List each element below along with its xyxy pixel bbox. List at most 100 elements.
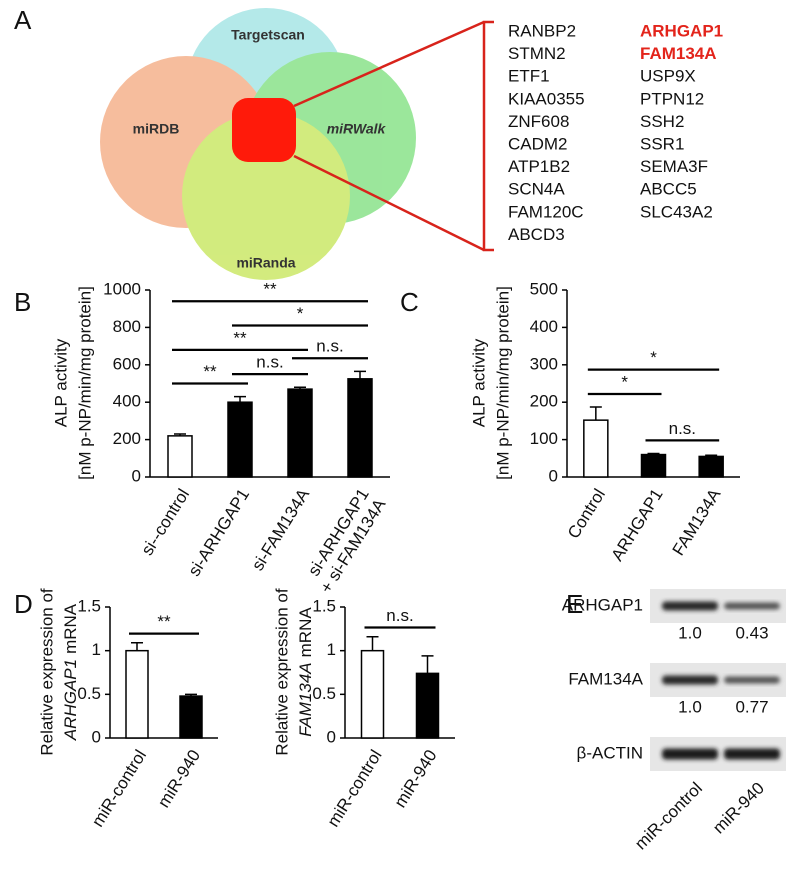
significance-label: ** — [263, 280, 277, 299]
blot-band — [662, 601, 718, 611]
y-tick-label: 600 — [113, 354, 141, 373]
y-axis-label: Relative expression of — [272, 588, 291, 756]
gene-name: FAM134A — [640, 44, 717, 63]
x-tick-label: ARHGAP1 — [608, 485, 667, 564]
bar — [583, 419, 609, 478]
bar — [347, 378, 373, 478]
bar — [640, 453, 667, 478]
blot-row-label: ARHGAP1 — [562, 595, 643, 614]
y-axis-label: ALP activity — [469, 338, 488, 427]
y-axis-label: [nM p-NP/min/mg protein] — [493, 286, 512, 480]
blot-row-label: β-ACTIN — [577, 743, 643, 762]
bar — [415, 672, 440, 739]
x-tick-label: miR-940 — [154, 746, 204, 811]
significance-label: ** — [157, 612, 171, 631]
blot-band — [662, 675, 718, 685]
x-tick-label: Control — [564, 485, 609, 542]
y-axis-label: [nM p-NP/min/mg protein] — [75, 286, 94, 480]
panel-label: E — [566, 589, 583, 619]
blot-band — [662, 748, 718, 760]
blot-row-label: FAM134A — [568, 669, 643, 688]
venn-label: Targetscan — [231, 27, 305, 43]
significance-label: * — [621, 372, 628, 391]
y-tick-label: 400 — [113, 392, 141, 411]
y-tick-label: 400 — [530, 317, 558, 336]
gene-name: FAM120C — [508, 202, 584, 221]
error-bar — [131, 642, 143, 651]
y-axis-label: ARHGAP1 mRNA — [61, 603, 80, 741]
bar — [167, 435, 193, 478]
gene-name: SCN4A — [508, 180, 565, 199]
panel-label: A — [14, 5, 32, 35]
gene-name: ARHGAP1 — [640, 21, 723, 40]
venn-diagram — [100, 8, 416, 280]
error-bar — [234, 395, 246, 403]
y-tick-label: 1.5 — [312, 596, 336, 615]
y-tick-label: 0 — [327, 727, 336, 746]
gene-name: ABCD3 — [508, 225, 565, 244]
error-bar — [294, 386, 306, 390]
significance-label: * — [650, 348, 657, 367]
y-tick-label: 1000 — [103, 279, 141, 298]
gene-name: SSR1 — [640, 134, 684, 153]
x-tick-label: miR-control — [324, 746, 386, 830]
blot-quantification: 1.0 — [678, 697, 702, 716]
venn-circle — [182, 112, 350, 280]
x-tick-label: si--control — [138, 485, 194, 558]
bar — [360, 649, 385, 739]
y-tick-label: 0 — [92, 727, 101, 746]
y-tick-label: 0 — [549, 466, 558, 485]
venn-label: miRanda — [236, 255, 295, 271]
error-bar — [174, 433, 186, 436]
y-axis-label-part: ARHGAP1 — [61, 659, 80, 741]
y-tick-label: 200 — [113, 429, 141, 448]
blot-lane-label: miR-940 — [709, 779, 768, 838]
gene-name: SSH2 — [640, 112, 684, 131]
gene-name: KIAA0355 — [508, 89, 585, 108]
gene-name: ETF1 — [508, 67, 550, 86]
gene-name: STMN2 — [508, 44, 566, 63]
blot-band — [724, 748, 780, 760]
y-axis-label-part: mRNA — [61, 603, 80, 654]
y-axis-label: ALP activity — [51, 338, 70, 427]
panel-label: C — [400, 287, 419, 317]
error-bar — [647, 452, 660, 455]
blot-lane-label: miR-control — [631, 779, 706, 854]
gene-name: CADM2 — [508, 134, 568, 153]
venn-label: miRWalk — [327, 121, 387, 137]
y-tick-label: 0 — [132, 466, 141, 485]
gene-name: PTPN12 — [640, 89, 704, 108]
bar — [287, 388, 313, 478]
y-tick-label: 100 — [530, 429, 558, 448]
y-tick-label: 0.5 — [312, 684, 336, 703]
blot-quantification: 0.77 — [735, 697, 768, 716]
panel-label: D — [14, 589, 33, 619]
significance-label: ** — [203, 362, 217, 381]
y-tick-label: 0.5 — [77, 684, 101, 703]
blot-quantification: 0.43 — [735, 623, 768, 642]
x-tick-label: miR-940 — [391, 746, 441, 811]
bar — [698, 455, 724, 478]
y-axis-label: FAM134A mRNA — [296, 607, 315, 737]
significance-label: n.s. — [256, 353, 283, 372]
blot-quantification: 1.0 — [678, 623, 702, 642]
y-tick-label: 800 — [113, 317, 141, 336]
bar — [125, 649, 149, 739]
y-tick-label: 500 — [530, 279, 558, 298]
gene-name: SLC43A2 — [640, 202, 713, 221]
error-bar — [421, 655, 434, 674]
error-bar — [705, 454, 718, 457]
blot-band — [724, 602, 780, 610]
x-tick-label: FAM134A — [669, 485, 725, 559]
error-bar — [366, 635, 379, 651]
callout — [293, 20, 494, 252]
y-axis-label-part: mRNA — [296, 607, 315, 658]
x-tick-label: si-FAM134A — [248, 485, 314, 574]
x-tick-label: miR-control — [88, 746, 150, 830]
significance-label: * — [297, 304, 304, 323]
y-tick-label: 1.5 — [77, 596, 101, 615]
venn-label: miRDB — [133, 121, 180, 137]
gene-name: ATP1B2 — [508, 157, 570, 176]
